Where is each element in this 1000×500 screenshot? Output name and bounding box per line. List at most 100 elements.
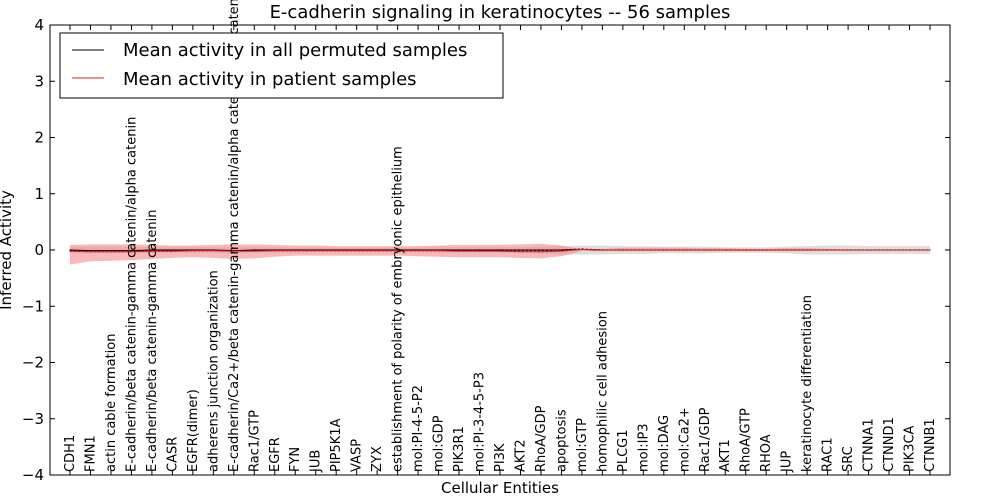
data-point-series-1-33	[745, 249, 747, 251]
data-point-series-1-9	[253, 250, 255, 252]
data-point-series-1-26	[601, 249, 604, 251]
data-point-series-1-5	[171, 250, 173, 252]
data-point-series-1-42	[929, 249, 931, 251]
x-tick-label-5: CASR	[165, 437, 180, 472]
y-tick-label-8: 4	[34, 16, 44, 34]
x-tick-label-29: mol:DAG	[657, 415, 672, 472]
y-tick-label-6: 2	[34, 129, 44, 147]
x-tick-label-22: AKT2	[514, 439, 529, 472]
data-point-series-1-8	[233, 250, 235, 252]
x-tick-label-17: mol:PI-4-5-P2	[411, 385, 426, 472]
y-tick-label-2: −2	[22, 354, 44, 372]
x-tick-label-34: RHOA	[759, 434, 774, 472]
legend-box	[59, 32, 504, 99]
data-point-series-1-36	[806, 249, 808, 251]
data-point-series-1-24	[560, 250, 563, 252]
series-lines	[69, 248, 931, 253]
x-tick-label-1: FMN1	[84, 435, 99, 472]
x-tick-label-11: FYN	[288, 447, 303, 472]
x-tick-label-36: keratinocyte differentiation	[800, 295, 815, 472]
x-tick-labels: CDH1 FMN1 actin cable formation E-cadherin/…	[63, 0, 938, 473]
data-point-series-1-38	[847, 249, 849, 251]
y-tick-label-3: −1	[22, 297, 44, 315]
data-point-series-1-15	[376, 250, 378, 252]
data-point-series-1-39	[868, 249, 870, 251]
x-tick-label-31: Rac1/GDP	[698, 407, 713, 472]
data-point-series-1-14	[356, 250, 358, 252]
data-point-series-1-19	[458, 250, 460, 252]
data-point-series-1-40	[888, 249, 890, 251]
data-point-series-1-34	[765, 249, 767, 251]
y-tick-label-7: 3	[34, 72, 44, 90]
data-point-series-1-27	[622, 249, 624, 251]
data-point-series-1-28	[642, 249, 644, 251]
data-point-series-1-25	[581, 248, 583, 250]
data-point-series-1-4	[151, 250, 153, 252]
y-tick-label-1: −3	[22, 410, 44, 428]
data-point-series-0-9	[253, 249, 255, 251]
y-tick-label-0: −4	[22, 466, 44, 484]
data-point-series-1-20	[478, 250, 481, 252]
legend-label-permuted: Mean activity in all permuted samples	[123, 40, 467, 61]
x-tick-label-41: PIK3CA	[903, 425, 918, 472]
x-tick-label-30: mol:Ca2+	[677, 407, 692, 472]
data-point-series-1-41	[908, 249, 911, 251]
x-tick-label-38: SRC	[841, 446, 856, 472]
x-tick-label-35: JUP	[780, 451, 795, 473]
data-point-series-0-5	[171, 249, 173, 251]
plot-frame	[49, 24, 951, 476]
x-tick-label-13: PIP5K1A	[329, 418, 344, 472]
data-point-series-1-30	[683, 249, 685, 251]
x-tick-label-42: CTNNB1	[923, 418, 938, 472]
x-tick-label-19: PIK3R1	[452, 426, 467, 472]
data-point-series-1-22	[519, 251, 522, 253]
x-tick-label-9: Rac1/GTP	[247, 410, 262, 472]
x-tick-label-33: RhoA/GTP	[739, 408, 754, 472]
x-tick-label-4: E-cadherin/beta catenin-gamma catenin	[145, 210, 160, 472]
data-point-series-1-37	[827, 249, 829, 251]
x-tick-label-12: JUB	[309, 450, 324, 473]
data-point-series-1-7	[212, 250, 214, 252]
data-point-series-0-1	[89, 250, 92, 252]
x-tick-label-6: EGFR(dimer)	[186, 389, 201, 472]
data-point-series-0-24	[560, 249, 563, 251]
x-tick-label-2: actin cable formation	[104, 334, 119, 472]
data-point-series-1-6	[192, 250, 194, 252]
data-point-series-0-21	[499, 249, 501, 251]
x-tick-label-23: RhoA/GDP	[534, 405, 549, 472]
data-point-series-0-22	[519, 249, 522, 251]
data-point-series-1-23	[540, 251, 542, 253]
legend: Mean activity in all permuted samples Me…	[59, 32, 504, 99]
x-tick-label-37: RAC1	[821, 437, 836, 472]
data-point-series-1-2	[110, 251, 112, 253]
x-tick-label-39: CTNNA1	[862, 418, 877, 472]
data-point-series-0-4	[151, 249, 153, 251]
data-point-series-0-0	[69, 249, 71, 251]
x-tick-label-15: ZYX	[370, 446, 385, 472]
x-tick-label-24: apoptosis	[554, 409, 569, 472]
x-tick-label-25: mol:GTP	[575, 418, 590, 472]
data-point-series-1-3	[130, 251, 132, 253]
data-point-series-1-10	[274, 250, 276, 252]
axis-ticks: −4 −3 −2 −1 0 1 2 3 4	[22, 16, 950, 484]
x-tick-label-32: AKT1	[718, 439, 733, 472]
x-tick-label-10: EGFR	[268, 437, 283, 472]
data-point-series-1-31	[704, 249, 706, 251]
y-tick-label-4: 0	[34, 241, 44, 259]
x-tick-label-14: VASP	[350, 439, 365, 472]
x-tick-label-40: CTNND1	[882, 417, 897, 472]
chart-title: E-cadherin signaling in keratinocytes --…	[270, 2, 731, 23]
y-axis-label: Inferred Activity	[0, 190, 15, 310]
y-tick-label-5: 1	[34, 185, 44, 203]
x-tick-label-3: E-cadherin/beta catenin-gamma catenin/al…	[124, 117, 139, 472]
data-point-series-0-19	[458, 249, 460, 251]
data-point-series-1-16	[397, 250, 399, 252]
data-point-series-0-23	[540, 249, 542, 251]
x-tick-label-20: mol:PI-3-4-5-P3	[473, 372, 488, 472]
data-point-series-1-21	[499, 250, 501, 252]
data-point-series-1-32	[724, 249, 726, 251]
x-axis-label: Cellular Entities	[441, 479, 559, 497]
data-point-series-1-1	[89, 251, 92, 253]
data-point-series-1-11	[294, 250, 296, 252]
x-tick-label-18: mol:GDP	[432, 415, 447, 472]
